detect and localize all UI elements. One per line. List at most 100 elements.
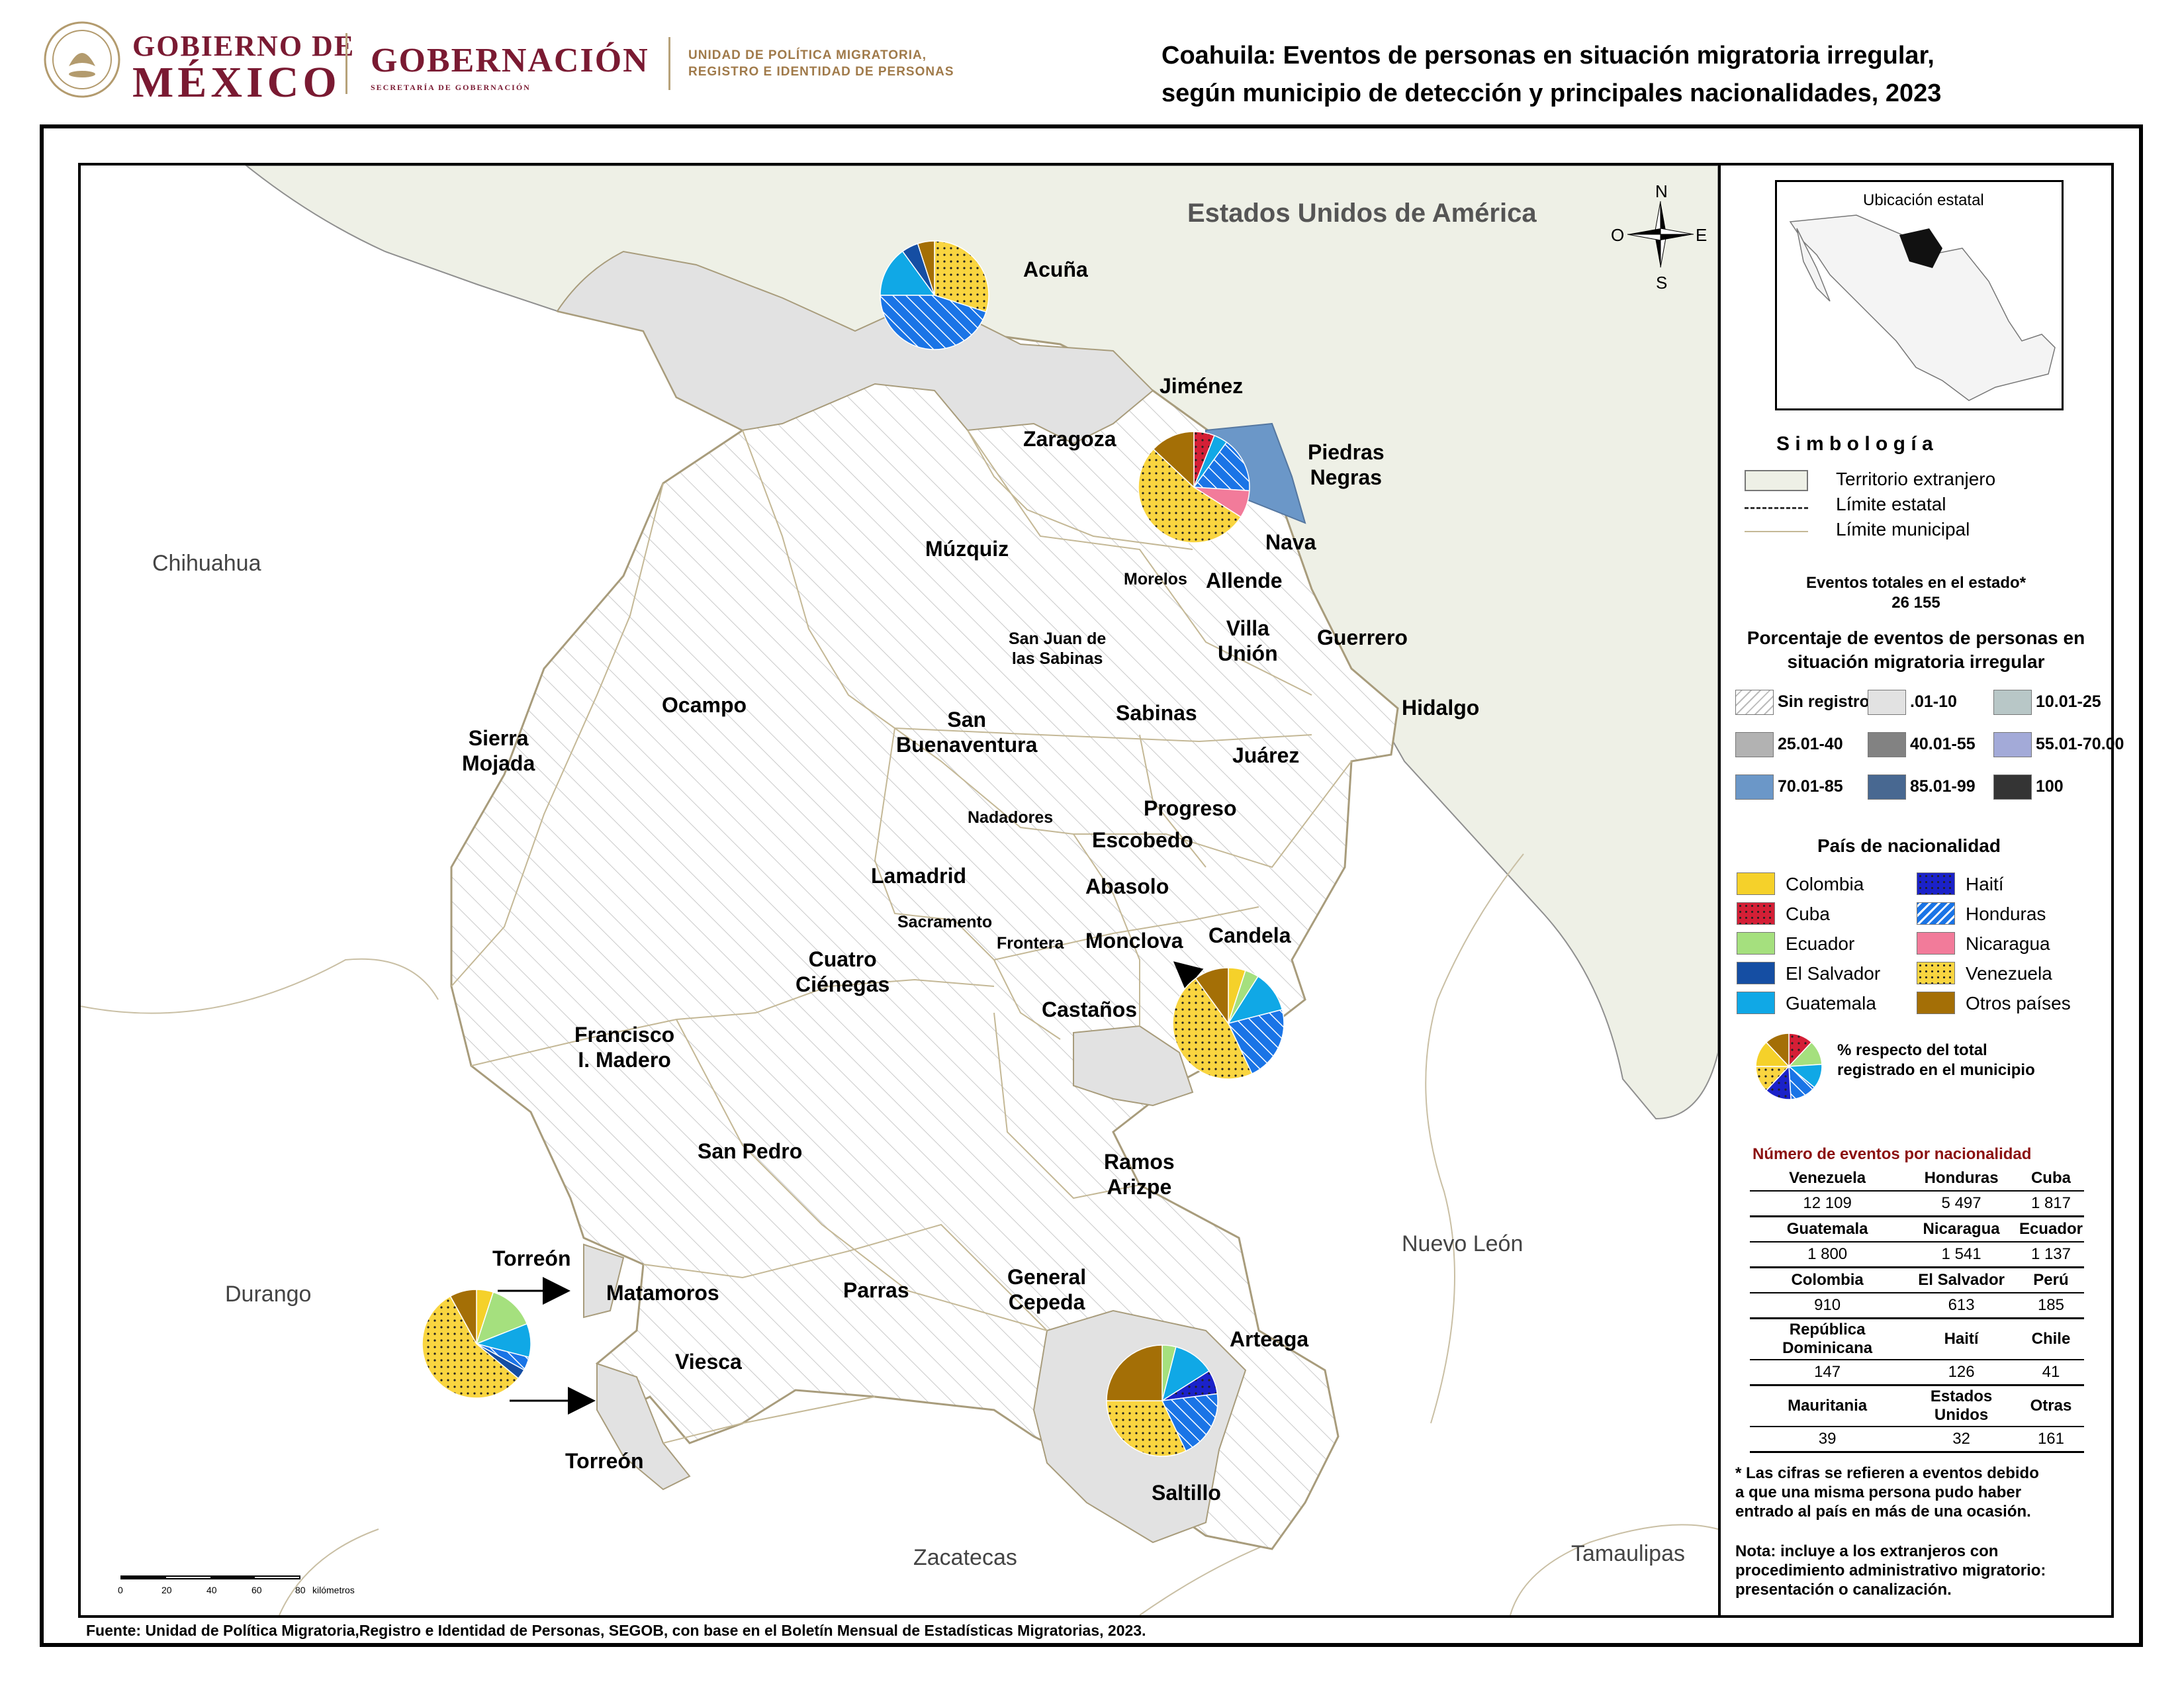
table-cell: 613 (1905, 1293, 2018, 1319)
header-divider (668, 37, 670, 90)
lamadrid-label: Lamadrid (871, 864, 967, 888)
table-header-cell: Mauritania (1750, 1385, 1905, 1427)
class-label: .01-10 (1910, 692, 1957, 711)
limite-municipal-label: Límite municipal (1836, 519, 1970, 539)
table-cell: 5 497 (1905, 1191, 2018, 1217)
nationality-swatch (1917, 992, 1955, 1014)
nationality-swatch (1917, 872, 1955, 895)
gobernacion-logo: GOBERNACIÓN SECRETARÍA DE GOBERNACIÓN (371, 41, 649, 93)
ramos-arizpe-line1: Ramos (1104, 1150, 1175, 1174)
pie-note: % respecto del total registrado en el mu… (1837, 1041, 2035, 1080)
usa-label: Estados Unidos de América (1187, 199, 1537, 228)
villa-union-line1: Villa (1226, 616, 1269, 640)
scale-tick-20: 20 (161, 1585, 172, 1595)
nava-label: Nava (1265, 530, 1316, 554)
pie-slice-honduras (1193, 441, 1250, 492)
class-label: 70.01-85 (1778, 777, 1843, 796)
pie-acu-a (880, 240, 989, 350)
nationality-label: Honduras (1966, 904, 2046, 924)
nationality-swatch (1737, 872, 1775, 895)
piedras-negras-line2: Negras (1310, 465, 1383, 490)
pie-slice-venezuela (422, 1295, 520, 1399)
saltillo-label: Saltillo (1152, 1481, 1221, 1505)
ocampo-label: Ocampo (662, 693, 747, 717)
legend-panel: Ubicación estatal S i m b o l o g í a Te… (1721, 163, 2124, 1618)
scale-bar: 0 20 40 60 80 kilómetros (118, 1575, 372, 1609)
table-header-cell: Haití (1905, 1318, 2018, 1360)
class-swatch (1735, 732, 1774, 757)
candela-label: Candela (1208, 923, 1291, 947)
nationality-label: Colombia (1786, 874, 1864, 894)
compass-e: E (1696, 225, 1707, 245)
pie-slice-otros-pa-ses (1765, 1033, 1790, 1068)
hidalgo-label: Hidalgo (1402, 696, 1480, 720)
villa-union-label: Villa Unión (1218, 616, 1278, 667)
viesca-label: Viesca (675, 1350, 742, 1374)
monclova-label: Monclova (1085, 929, 1183, 953)
sierra-mojada-label: Sierra Mojada (462, 726, 535, 776)
nationality-label: Venezuela (1966, 963, 2052, 984)
class-swatch (1735, 690, 1774, 715)
class-label: 100 (2036, 777, 2064, 796)
francisco-madero-line2: I. Madero (578, 1048, 671, 1072)
municipal-boundaries (451, 430, 1352, 1444)
francisco-madero-line1: Francisco (574, 1023, 675, 1047)
villa-union-line2: Unión (1218, 641, 1278, 666)
events-table: Venezuela Honduras Cuba 12 109 5 497 1 817 Gua… (1750, 1166, 2084, 1453)
nationality-swatch (1737, 932, 1775, 955)
cuatro-cienegas-line1: Cuatro (808, 947, 877, 971)
guerrero-label: Guerrero (1317, 626, 1408, 649)
pie-sample (1755, 1033, 1823, 1100)
nationality-swatch (1917, 962, 1955, 984)
map-title: Coahuila: Eventos de personas en situaci… (1161, 37, 1941, 113)
class-label: 25.01-40 (1778, 735, 1843, 753)
pie-slice-guatemala (1161, 1346, 1210, 1402)
table-row: 12 109 5 497 1 817 (1750, 1191, 2084, 1217)
unidad-line1: UNIDAD DE POLÍTICA MIGRATORIA, (688, 48, 927, 62)
usa-territory (245, 165, 1718, 1120)
pie-slice-honduras (880, 295, 987, 350)
san-juan-label: San Juan de las Sabinas (1009, 629, 1106, 669)
pie-slice-otros-pa-ses (449, 1289, 477, 1344)
table-cell: 39 (1750, 1427, 1905, 1453)
compass-s: S (1656, 273, 1668, 293)
nadadores-label: Nadadores (968, 808, 1054, 827)
ramos-arizpe-label: Ramos Arizpe (1104, 1149, 1175, 1200)
table-cell: 161 (2017, 1427, 2084, 1453)
map-panel: Estados Unidos de América Chihuahua Dura… (78, 163, 1721, 1618)
pie-slice-otros-pa-ses (1106, 1344, 1163, 1401)
class-label: 85.01-99 (1910, 777, 1976, 796)
pie-note-line1: % respecto del total (1837, 1041, 1987, 1059)
pie-slice-venezuela (1172, 977, 1253, 1080)
table-header-cell: El Salvador (1905, 1267, 2018, 1293)
arteaga-label: Arteaga (1230, 1327, 1309, 1351)
nationality-label: Nicaragua (1966, 933, 2050, 954)
class-swatch (1735, 774, 1774, 800)
parras-label: Parras (843, 1278, 909, 1302)
table-header-cell: Otras (2017, 1385, 2084, 1427)
pie-slice-otros-pa-ses (1195, 967, 1229, 1025)
sample-pie-chart (1755, 1033, 1823, 1100)
durango-label: Durango (225, 1282, 312, 1307)
title-line2: según municipio de detección y principal… (1161, 79, 1942, 107)
sierra-mojada-line1: Sierra (468, 726, 529, 750)
eventos-totales-value: 26 155 (1891, 594, 1940, 612)
escobedo-label: Escobedo (1092, 828, 1193, 852)
table-header-cell: Colombia (1750, 1267, 1905, 1293)
gobierno-line1: GOBIERNO DE (132, 30, 355, 62)
class-swatch (1868, 774, 1906, 800)
table-header-cell: Nicaragua (1905, 1216, 2018, 1243)
table-cell: 41 (2017, 1360, 2084, 1386)
abasolo-label: Abasolo (1085, 874, 1169, 898)
general-cepeda-label: General Cepeda (1007, 1264, 1086, 1315)
class-swatch (1868, 690, 1906, 715)
acuna-label: Acuña (1023, 258, 1088, 281)
class-label: Sin registro (1778, 692, 1870, 711)
morelos-label: Morelos (1124, 570, 1187, 588)
francisco-madero-label: Francisco I. Madero (574, 1022, 674, 1073)
sabinas-label: Sabinas (1116, 701, 1197, 725)
san-juan-line2: las Sabinas (1011, 649, 1103, 668)
simbologia-title: S i m b o l o g í a (1776, 433, 1933, 455)
gobernacion-title: GOBERNACIÓN (371, 42, 649, 79)
mexico-outline-icon (1789, 214, 2056, 401)
